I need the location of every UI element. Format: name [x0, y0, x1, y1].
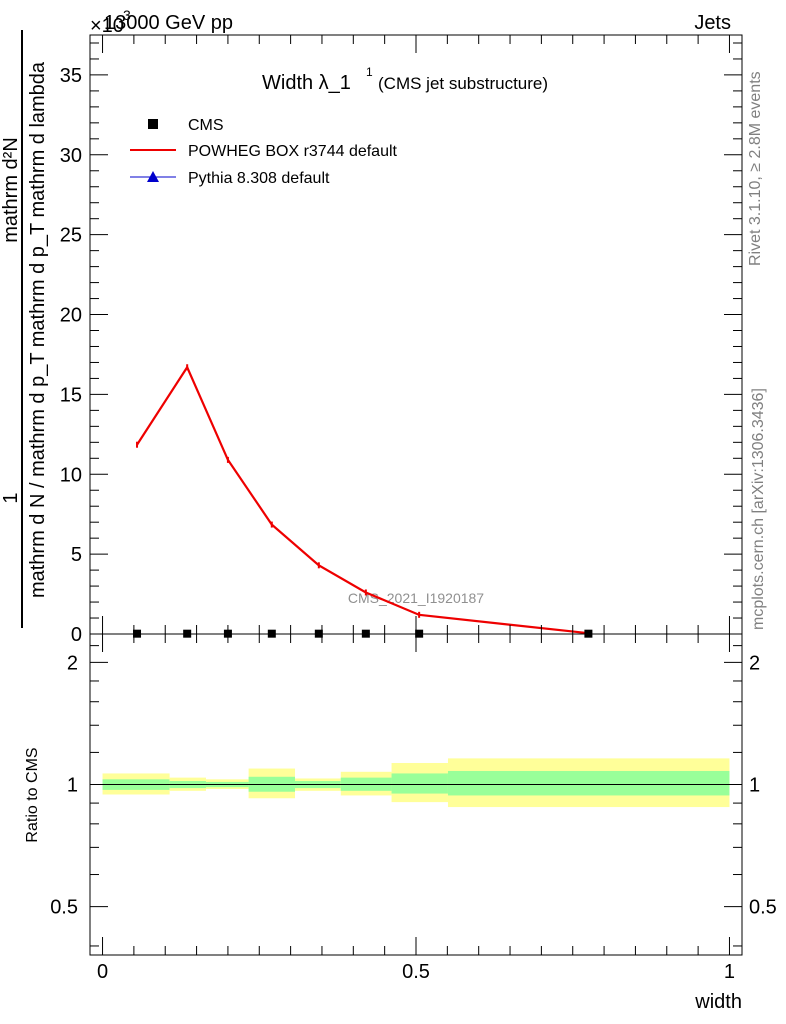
ratio-bands — [102, 758, 730, 808]
y-multiplier-exponent: 3 — [123, 7, 131, 23]
y-multiplier-label: ×10 — [90, 15, 124, 37]
ratio-y-tick-label-right-1: 1 — [749, 775, 760, 797]
main-y-tick-label-6: 30 — [60, 145, 82, 167]
ratio-y-tick-label-2: 2 — [67, 652, 78, 674]
ratio-y-tick-label-right-0: 0.5 — [749, 897, 777, 919]
header-jets-label: Jets — [694, 12, 731, 34]
plot-title: Width λ_1 1 (CMS jet substructure) — [262, 65, 548, 94]
header-energy-label: 13000 GeV pp — [104, 12, 233, 34]
main-y-tick-label-1: 5 — [71, 544, 82, 566]
legend-powheg-label: POWHEG BOX r3744 default — [188, 143, 398, 160]
legend-cms-marker — [148, 119, 158, 129]
legend: CMS POWHEG BOX r3744 default Pythia 8.30… — [130, 117, 398, 187]
y-label-denominator: mathrm d N / mathrm d p_T mathrm d p_T m… — [27, 61, 49, 598]
powheg-line — [136, 364, 589, 635]
x-tick-label-0: 0 — [97, 961, 108, 983]
legend-pythia-marker — [147, 171, 159, 182]
mcplots-label: mcplots.cern.ch [arXiv:1306.3436] — [750, 388, 767, 630]
x-tick-label-1: 0.5 — [402, 961, 430, 983]
main-y-tick-label-5: 25 — [60, 225, 82, 247]
ratio-y-tick-label-right-2: 2 — [749, 652, 760, 674]
x-tick-label-2: 1 — [724, 961, 735, 983]
ratio-band-inner-6 — [391, 773, 448, 794]
y-axis-label-main: 1 mathrm d N / mathrm d p_T mathrm d p_T… — [0, 30, 49, 628]
main-y-tick-label-2: 10 — [60, 464, 82, 486]
main-y-tick-label-7: 35 — [60, 65, 82, 87]
x-axis-label: width — [694, 991, 742, 1013]
y-axis-label-ratio: Ratio to CMS — [24, 747, 41, 842]
main-y-tick-label-4: 20 — [60, 305, 82, 327]
plot-title-sub: (CMS jet substructure) — [378, 74, 548, 93]
main-y-tick-label-3: 15 — [60, 384, 82, 406]
ratio-band-inner-7 — [447, 770, 730, 796]
legend-pythia-label: Pythia 8.308 default — [188, 170, 330, 187]
main-y-tick-label-0: 0 — [71, 624, 82, 646]
legend-cms-label: CMS — [188, 117, 224, 134]
axes: 0 5 10 15 20 25 30 35 0 0.5 1 0.5 0.5 1 1 2 2 — [50, 34, 777, 983]
y-label-numerator: 1 — [0, 492, 22, 503]
y-label-sub-numerator: mathrm d²N — [0, 137, 22, 243]
analysis-watermark: CMS_2021_I1920187 — [348, 590, 484, 606]
rivet-label: Rivet 3.1.10, ≥ 2.8M events — [747, 71, 764, 266]
plot-title-sup: 1 — [366, 65, 373, 79]
ratio-y-tick-label-1: 1 — [67, 775, 78, 797]
ratio-y-tick-label-0: 0.5 — [50, 897, 78, 919]
plot-title-main: Width λ_1 — [262, 72, 351, 94]
